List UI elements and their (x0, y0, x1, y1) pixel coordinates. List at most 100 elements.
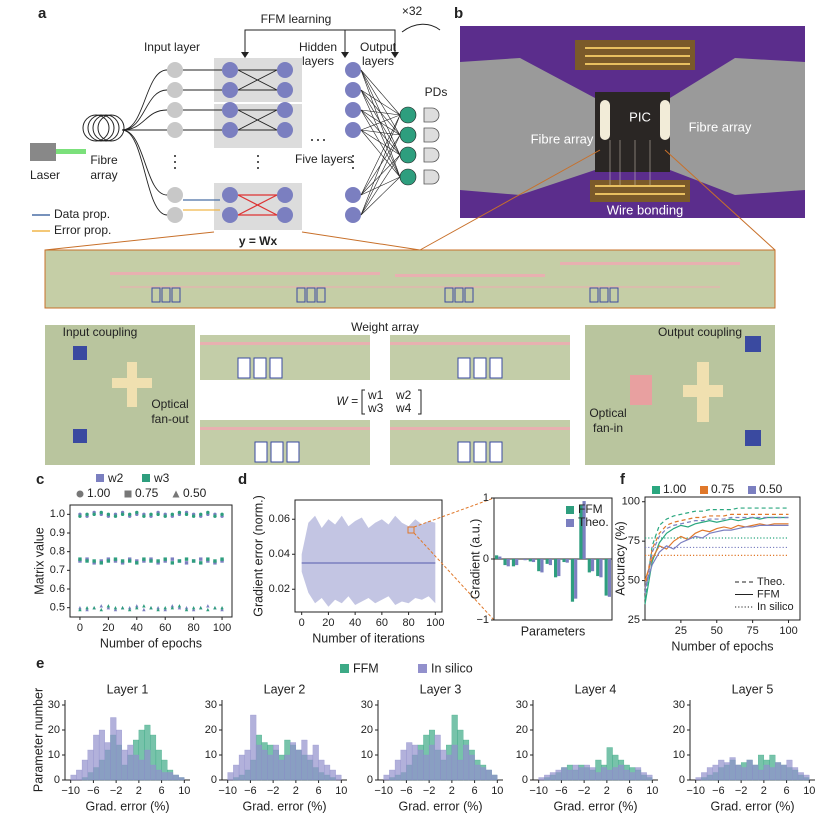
label: ×32 (402, 4, 423, 18)
matrix-label: W = (336, 394, 358, 408)
x-tick-label: −6 (244, 785, 257, 797)
legend-swatch (748, 486, 756, 494)
connection (360, 69, 401, 178)
connection (360, 134, 401, 216)
point (120, 512, 125, 517)
point (127, 607, 132, 612)
histogram-bar (417, 749, 424, 781)
y-tick-label: 20 (516, 724, 528, 736)
point (156, 559, 160, 563)
bar (531, 559, 536, 563)
connection (360, 89, 401, 178)
bar (590, 559, 595, 572)
histogram-bar (318, 759, 325, 781)
label: layers (302, 54, 334, 68)
legend-label: Theo. (757, 576, 785, 588)
point (170, 605, 175, 610)
point (206, 559, 210, 563)
bar (511, 559, 516, 567)
error-band (301, 515, 436, 607)
photo-label: Fibre array (689, 119, 752, 134)
matrix-cell: w4 (395, 401, 412, 415)
label: Five layers (295, 152, 353, 166)
point (170, 561, 175, 565)
bar (582, 501, 586, 559)
connections (183, 69, 278, 131)
point (85, 557, 89, 561)
bar (554, 559, 558, 578)
connection (360, 129, 401, 156)
point (163, 559, 167, 563)
point (170, 512, 175, 517)
histogram-bar (491, 774, 498, 781)
chart-title: Layer 4 (575, 682, 617, 696)
histogram-bar (601, 767, 608, 781)
histogram-bar (740, 767, 747, 781)
bar (545, 559, 549, 564)
ellipsis (174, 139, 354, 169)
zoom-lines (44, 149, 776, 251)
point (206, 510, 210, 515)
histogram-bar (797, 772, 804, 781)
point (113, 605, 118, 610)
y-tick-label: 0.5 (50, 602, 65, 614)
point (127, 605, 132, 610)
laser-box (30, 143, 56, 161)
x-tick-label: 2 (761, 785, 767, 797)
point (220, 557, 224, 561)
connection (360, 129, 401, 178)
point (199, 557, 203, 561)
point (177, 510, 182, 515)
detectors (423, 107, 440, 185)
histogram-bar (76, 769, 83, 781)
bar (604, 559, 608, 596)
histogram-bar (238, 754, 245, 781)
legend-label: 0.75 (711, 482, 735, 496)
network-diagram: Laser Fibre array Input layer Hidden lay… (30, 4, 447, 248)
legend-swatch (566, 506, 574, 514)
bar (562, 559, 566, 563)
y-tick-label: 0.02 (269, 583, 290, 595)
point (191, 605, 196, 610)
matrix-cell: w3 (367, 401, 384, 415)
panel-label: c (36, 471, 44, 488)
histogram-bar (440, 749, 447, 781)
point (156, 607, 160, 612)
y-axis-label: Parameter number (31, 688, 45, 792)
y-tick-label: 30 (361, 699, 373, 711)
point (120, 559, 125, 563)
point (99, 510, 103, 515)
micro-label: Output coupling (658, 325, 742, 339)
histogram-bar (324, 764, 331, 781)
y-tick-label: 10 (673, 749, 685, 761)
y-tick-label: 20 (48, 724, 60, 736)
y-tick-label: 0 (522, 774, 528, 786)
x-tick-label: −10 (686, 785, 705, 797)
bar (596, 559, 600, 577)
histogram-bar (468, 754, 475, 781)
x-tick-label: −2 (735, 785, 748, 797)
y-tick-label: 0 (483, 553, 489, 565)
x-tick-label: 80 (188, 622, 200, 634)
y-axis-label: Gradient (a.u.) (468, 519, 482, 600)
x-tick-label: 20 (102, 622, 114, 634)
chip-photo: PIC Fibre array Fibre array Wire bonding (460, 26, 805, 218)
legend-label: w3 (153, 471, 170, 485)
point (78, 514, 82, 518)
legend-label: In silico (757, 601, 794, 613)
histogram-bar (98, 729, 105, 781)
y-tick-label: 30 (516, 699, 528, 711)
point (213, 514, 217, 518)
histogram-bar (629, 772, 636, 781)
point (191, 514, 196, 518)
histogram-bar (389, 769, 396, 781)
y-tick-label: 0.7 (50, 564, 65, 576)
histogram-bar (589, 767, 596, 781)
x-tick-label: −2 (110, 785, 123, 797)
histogram-bar (335, 774, 342, 781)
histogram-bar (544, 774, 551, 781)
label: Input layer (144, 40, 200, 54)
bar (579, 505, 583, 559)
histogram-bar (250, 714, 257, 781)
histogram-bar (138, 759, 145, 781)
